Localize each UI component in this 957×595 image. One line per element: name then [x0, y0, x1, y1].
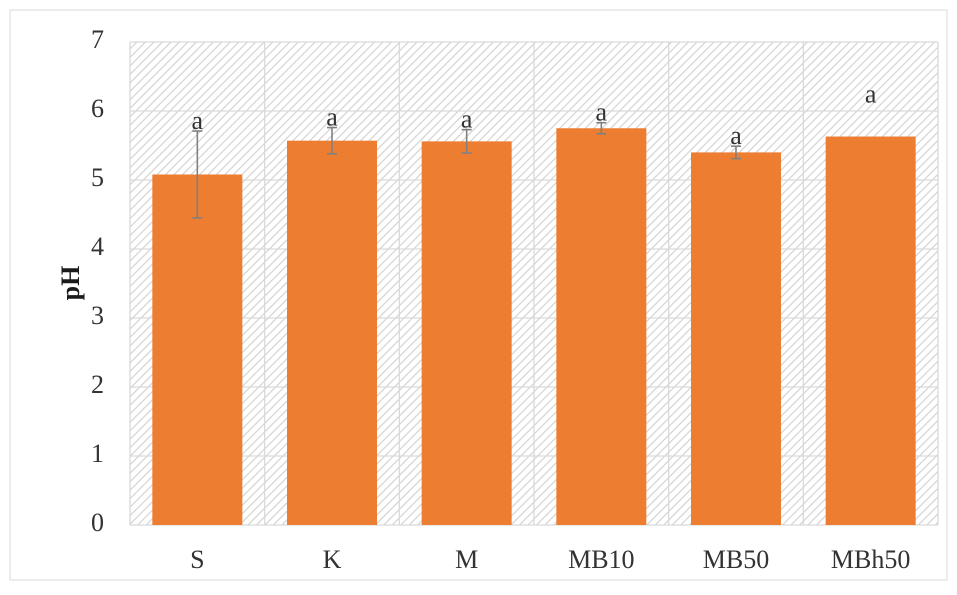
error-bar-m	[461, 128, 472, 154]
error-bar-mb10	[596, 121, 607, 135]
error-bar-k	[327, 126, 337, 155]
x-tick-label: MB50	[703, 545, 769, 574]
grid	[129, 41, 939, 526]
bar-m	[421, 141, 512, 526]
significance-label: a	[326, 103, 338, 132]
error-bar-s	[192, 130, 203, 219]
bar-mb50	[691, 152, 781, 525]
bar-k	[287, 140, 377, 526]
bar-s	[152, 174, 243, 526]
error-bar-mb50	[731, 145, 741, 160]
x-tick-label: MB10	[568, 545, 634, 574]
x-tick-label: MBh50	[831, 545, 910, 574]
y-tick-label: 4	[91, 232, 104, 261]
x-tick-label: K	[323, 545, 342, 574]
y-tick-label: 6	[91, 94, 104, 123]
significance-label: a	[192, 106, 204, 135]
significance-label: a	[730, 121, 742, 150]
y-tick-label: 5	[91, 163, 104, 192]
y-tick-label: 7	[91, 25, 104, 54]
bars	[152, 121, 916, 526]
x-tick-label: S	[190, 545, 204, 574]
y-tick-label: 3	[91, 301, 104, 330]
y-tick-label: 0	[91, 508, 104, 537]
significance-label: a	[865, 79, 877, 108]
labels: 0 1 2 3 4 5 6 7 a Sa Ka Ma MB10 a MB50 a MBh50	[91, 25, 910, 574]
y-tick-label: 2	[91, 370, 104, 399]
y-axis-title: pH	[56, 266, 85, 301]
bar-mbh50	[825, 136, 916, 525]
chart-frame	[9, 9, 948, 581]
bar-mb10	[556, 128, 647, 525]
x-tick-label: M	[455, 545, 478, 574]
significance-label: a	[461, 105, 473, 134]
significance-label: a	[596, 98, 608, 127]
y-tick-label: 1	[91, 439, 104, 468]
